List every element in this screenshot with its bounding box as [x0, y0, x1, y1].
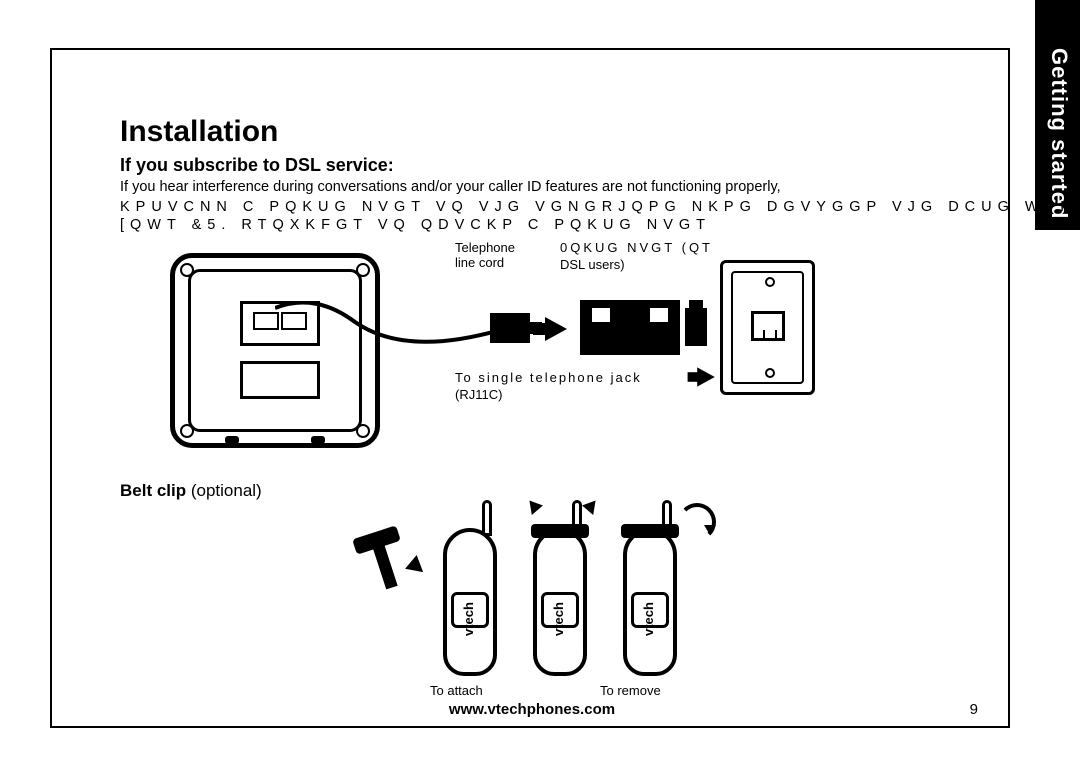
label-to-remove: To remove: [600, 683, 661, 698]
belt-clip-section: Belt clip (optional) vtech: [120, 481, 1050, 711]
cable-line: [275, 302, 500, 352]
arrow-icon: [697, 367, 715, 386]
curve-arrow-icon: [678, 503, 716, 541]
rj-plug-2: [685, 308, 707, 346]
dsl-filter-illustration: [580, 300, 680, 355]
page-number: 9: [970, 701, 978, 718]
arrow-icon: [545, 317, 567, 341]
label-to-attach: To attach: [430, 683, 483, 698]
label-jack-2: (RJ11C): [455, 387, 502, 403]
belt-clip-diagram: vtech vtech vtech: [350, 501, 910, 711]
content-area: Installation If you subscribe to DSL ser…: [120, 115, 1050, 711]
handset-illustration: vtech: [525, 506, 595, 676]
label-jack-1: To single telephone jack: [455, 370, 642, 386]
dsl-intro-text: If you hear interference during conversa…: [120, 178, 1050, 197]
handset-illustration: vtech: [435, 506, 505, 676]
page-border: Installation If you subscribe to DSL ser…: [50, 48, 1010, 728]
label-telephone-cord: Telephone line cord: [455, 240, 515, 271]
belt-clip-heading: Belt clip (optional): [120, 481, 1050, 501]
label-noise-filter-1: 0QKUG NVGT (QT: [560, 240, 713, 256]
dsl-heading: If you subscribe to DSL service:: [120, 155, 1050, 176]
dsl-garbled-line-2: [QWT &5. RTQXKFGT VQ QDVCKP C PQKUG NVGT: [120, 217, 1050, 233]
wall-jack-illustration: [720, 260, 815, 395]
handset-illustration: vtech: [615, 506, 685, 676]
rj-plug-1: [490, 313, 530, 343]
clip-piece-icon: [352, 525, 414, 594]
dsl-garbled-line-1: KPUVCNN C PQKUG NVGT VQ VJG VGNGRJQPG NK…: [120, 199, 1050, 215]
arrow-icon: [582, 500, 600, 517]
connection-diagram: Telephone line cord 0QKUG NVGT (QT DSL u…: [120, 245, 940, 475]
label-noise-filter-2: DSL users): [560, 257, 625, 273]
page-title: Installation: [120, 115, 1050, 149]
footer-url: www.vtechphones.com: [52, 701, 1012, 718]
